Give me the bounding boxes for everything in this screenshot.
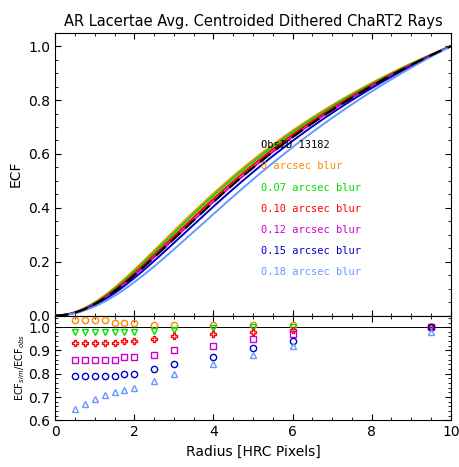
Text: ObsID 13182: ObsID 13182 (260, 140, 329, 150)
Title: AR Lacertae Avg. Centroided Dithered ChaRT2 Rays: AR Lacertae Avg. Centroided Dithered Cha… (63, 14, 442, 29)
Text: 0.10 arcsec blur: 0.10 arcsec blur (260, 204, 360, 214)
X-axis label: Radius [HRC Pixels]: Radius [HRC Pixels] (185, 445, 319, 459)
Text: 0.07 arcsec blur: 0.07 arcsec blur (260, 183, 360, 192)
Y-axis label: ECF: ECF (9, 161, 23, 187)
Text: 0 arcsec blur: 0 arcsec blur (260, 162, 341, 171)
Y-axis label: ECF$_{sim}$/ECF$_{obs}$: ECF$_{sim}$/ECF$_{obs}$ (13, 334, 27, 401)
Text: 0.18 arcsec blur: 0.18 arcsec blur (260, 268, 360, 277)
Text: 0.12 arcsec blur: 0.12 arcsec blur (260, 225, 360, 235)
Text: 0.15 arcsec blur: 0.15 arcsec blur (260, 246, 360, 256)
